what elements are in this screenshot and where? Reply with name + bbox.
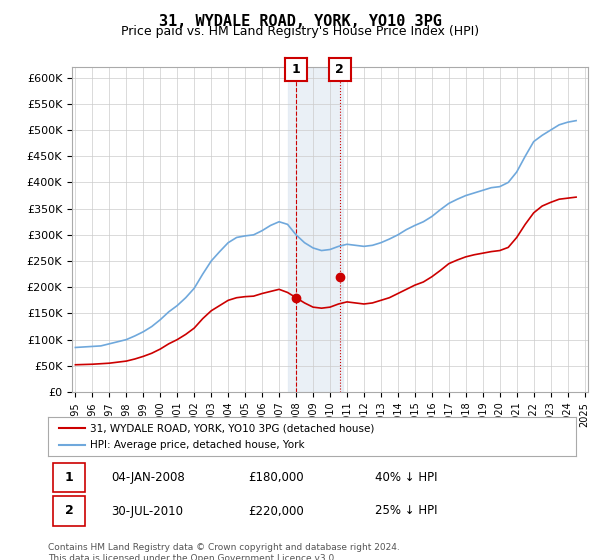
Text: 40% ↓ HPI: 40% ↓ HPI bbox=[376, 471, 438, 484]
FancyBboxPatch shape bbox=[53, 496, 85, 525]
Text: 04-JAN-2008: 04-JAN-2008 bbox=[112, 471, 185, 484]
Bar bbox=[287, 67, 343, 392]
Text: Price paid vs. HM Land Registry's House Price Index (HPI): Price paid vs. HM Land Registry's House … bbox=[121, 25, 479, 38]
Text: 1: 1 bbox=[292, 63, 301, 76]
Text: 31, WYDALE ROAD, YORK, YO10 3PG: 31, WYDALE ROAD, YORK, YO10 3PG bbox=[158, 14, 442, 29]
Text: 25% ↓ HPI: 25% ↓ HPI bbox=[376, 505, 438, 517]
FancyBboxPatch shape bbox=[53, 463, 85, 492]
Text: HPI: Average price, detached house, York: HPI: Average price, detached house, York bbox=[90, 440, 305, 450]
Text: 2: 2 bbox=[335, 63, 344, 76]
Text: 30-JUL-2010: 30-JUL-2010 bbox=[112, 505, 184, 517]
Text: £220,000: £220,000 bbox=[248, 505, 304, 517]
Text: 1: 1 bbox=[65, 471, 73, 484]
Text: 2: 2 bbox=[65, 505, 73, 517]
Text: 31, WYDALE ROAD, YORK, YO10 3PG (detached house): 31, WYDALE ROAD, YORK, YO10 3PG (detache… bbox=[90, 423, 374, 433]
Text: Contains HM Land Registry data © Crown copyright and database right 2024.
This d: Contains HM Land Registry data © Crown c… bbox=[48, 543, 400, 560]
Text: £180,000: £180,000 bbox=[248, 471, 304, 484]
